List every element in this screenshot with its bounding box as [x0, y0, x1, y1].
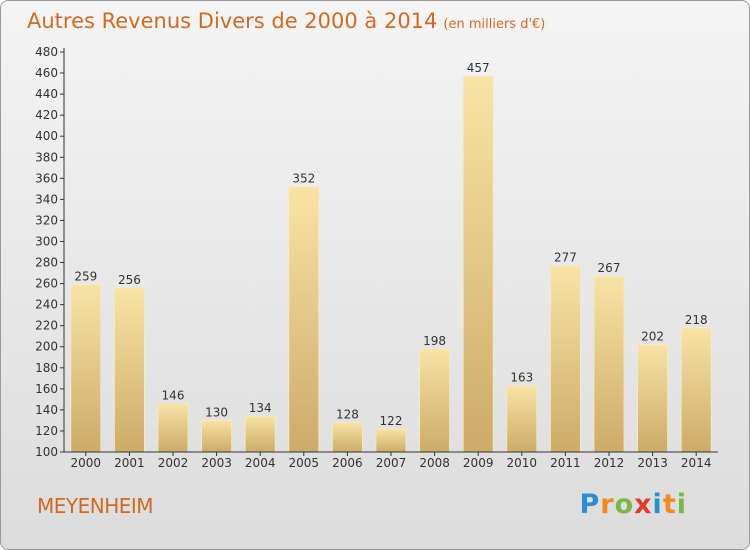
- bar: [114, 287, 145, 453]
- proxiti-logo[interactable]: Proxiti: [579, 489, 687, 520]
- bar: [70, 284, 102, 453]
- logo-letter: r: [600, 489, 615, 520]
- bar: [593, 275, 625, 453]
- bar-value-label: 134: [249, 401, 272, 415]
- x-tick-label: 2012: [594, 456, 625, 470]
- bar: [157, 403, 189, 453]
- x-tick-label: 2001: [114, 456, 145, 470]
- x-tick-label: 2006: [332, 456, 363, 470]
- y-tick-label: 160: [35, 382, 58, 396]
- y-tick-label: 320: [35, 213, 58, 227]
- logo-letter: i: [676, 489, 687, 520]
- bar: [637, 344, 668, 453]
- x-axis: 2000 2001 2002 2003 2004 2005 2006 2007 2008 2009…: [64, 451, 718, 470]
- bar: [331, 422, 363, 453]
- y-tick-label: 120: [35, 424, 58, 438]
- y-tick-label: 280: [35, 256, 58, 270]
- bar: [506, 385, 538, 453]
- x-tick-label: 2013: [637, 456, 668, 470]
- bar-value-label: 352: [292, 172, 315, 186]
- bar-value-label: 202: [641, 330, 664, 344]
- bar-value-label: 130: [205, 405, 228, 419]
- x-tick-label: 2008: [419, 456, 450, 470]
- y-tick-label: 100: [35, 445, 58, 459]
- y-tick-label: 180: [35, 361, 58, 375]
- logo-letter: x: [634, 489, 653, 520]
- x-tick-label: 2002: [158, 456, 189, 470]
- x-tick-label: 2014: [681, 456, 712, 470]
- bar: [201, 420, 233, 453]
- y-tick-label: 420: [35, 108, 58, 122]
- y-axis: 100 120 140 160 180 200 220 240 260 280 300 320 340 3…: [35, 45, 65, 459]
- chart-subtitle: (en milliers d'€): [443, 17, 546, 32]
- logo-letter: o: [614, 489, 635, 520]
- bar: [288, 186, 320, 453]
- y-tick-label: 440: [35, 87, 58, 101]
- bar-value-label: 457: [467, 61, 490, 75]
- bar: [462, 75, 494, 453]
- chart-title: Autres Revenus Divers de 2000 à 2014 (en …: [27, 9, 545, 33]
- bar-value-label: 256: [118, 273, 141, 287]
- bar-value-label: 128: [336, 408, 359, 422]
- logo-letter: t: [662, 489, 677, 520]
- y-tick-label: 480: [35, 45, 58, 59]
- y-tick-label: 200: [35, 340, 58, 354]
- y-tick-label: 400: [35, 129, 58, 143]
- y-tick-label: 460: [35, 66, 58, 80]
- bar-value-label: 122: [380, 414, 403, 428]
- logo-letter: i: [652, 489, 663, 520]
- x-tick-label: 2004: [245, 456, 276, 470]
- logo-letter: P: [579, 489, 601, 520]
- bars: 259 256 146 130 134 352 128 122 198 457 163 277 267 2…: [70, 61, 712, 453]
- chart-title-text: Autres Revenus Divers de 2000 à 2014: [27, 9, 438, 33]
- x-tick-label: 2010: [507, 456, 538, 470]
- y-tick-label: 340: [35, 192, 58, 206]
- x-tick-label: 2000: [71, 456, 102, 470]
- bar-value-label: 218: [685, 313, 708, 327]
- y-tick-label: 380: [35, 150, 58, 164]
- bar-value-label: 146: [162, 389, 185, 403]
- bar-value-label: 267: [598, 261, 621, 275]
- bar-value-label: 259: [74, 270, 97, 284]
- y-tick-label: 140: [35, 403, 58, 417]
- x-tick-label: 2003: [201, 456, 232, 470]
- place-name: MEYENHEIM: [37, 494, 154, 518]
- x-tick-label: 2007: [376, 456, 407, 470]
- bar-value-label: 198: [423, 334, 446, 348]
- x-tick-label: 2005: [289, 456, 320, 470]
- bar: [550, 265, 581, 453]
- y-tick-label: 220: [35, 319, 58, 333]
- bar: [244, 415, 276, 453]
- x-tick-label: 2011: [550, 456, 581, 470]
- y-tick-label: 260: [35, 277, 58, 291]
- bar: [419, 348, 451, 453]
- y-tick-label: 240: [35, 298, 58, 312]
- bar: [680, 327, 712, 453]
- bar-value-label: 163: [510, 371, 533, 385]
- bar: [375, 428, 407, 453]
- y-tick-label: 300: [35, 234, 58, 248]
- y-tick-label: 360: [35, 171, 58, 185]
- x-tick-label: 2009: [463, 456, 494, 470]
- bar-value-label: 277: [554, 251, 577, 265]
